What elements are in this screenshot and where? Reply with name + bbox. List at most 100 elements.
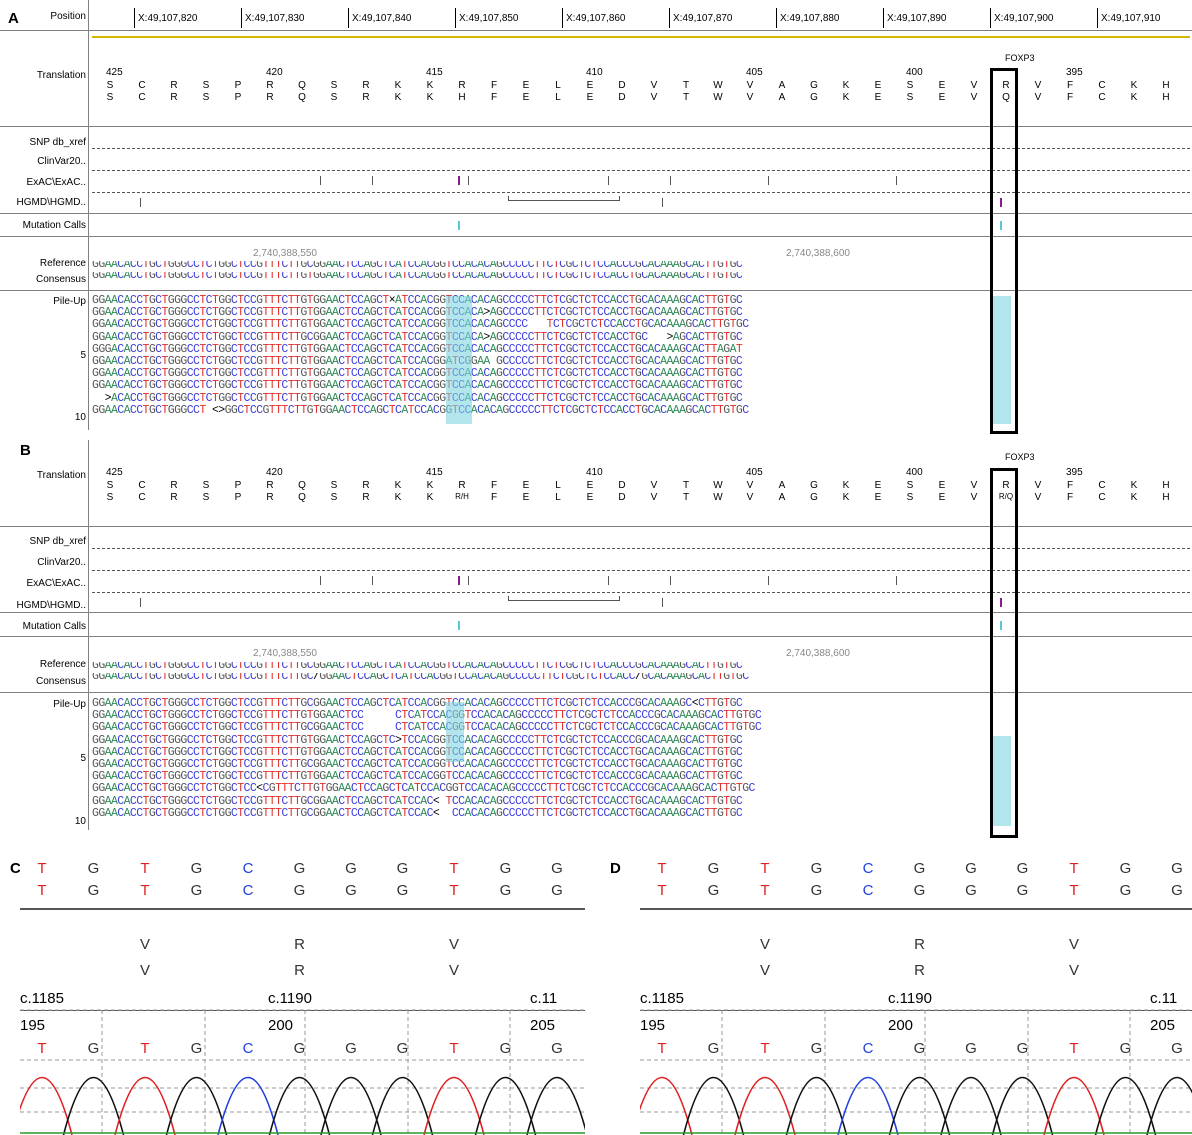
aa-number: 395	[1066, 467, 1083, 478]
mutation-call-mark	[458, 621, 460, 630]
position-label: X:49,107,850	[459, 13, 519, 24]
amino-acid: S	[330, 480, 338, 491]
aa-number: 415	[426, 67, 443, 78]
pileup-read: GGAACACCTGCTGGGCCTCTGGCTCCGTTTCTTGCGGAAC…	[92, 698, 743, 710]
mutation-call-mark	[1000, 621, 1002, 630]
amino-acid: S	[330, 92, 338, 103]
pileup-read: GGAACACCTGCTGGGCCTCTGGCTCCGTTTCTTGTGGAAC…	[92, 318, 749, 332]
amino-acid: S	[202, 92, 210, 103]
base-call-ref: G	[87, 882, 100, 899]
mutation-calls-lane-label: Mutation Calls	[22, 220, 86, 231]
hgmd-range	[508, 596, 620, 601]
pileup-read: GGAACACCTGCTGGGCCTCTGGCTCCGTTTCTTGTGGAAC…	[92, 295, 743, 307]
trace-plot	[20, 1009, 585, 1135]
trace-peak	[888, 1076, 951, 1135]
base-call-ref: G	[551, 860, 563, 877]
coord-label-1: 2,740,388,550	[253, 648, 317, 659]
base-call: G	[913, 1040, 926, 1057]
base-call-ref: G	[190, 882, 203, 899]
amino-acid: V	[1034, 92, 1042, 103]
scan-position: 195	[640, 1017, 666, 1034]
reference-lane-label: Reference	[39, 258, 86, 269]
amino-acid: K	[426, 92, 434, 103]
trace-peak	[1146, 1076, 1192, 1135]
amino-acid: F	[1066, 80, 1074, 91]
exac-variant-mark	[896, 176, 897, 185]
trace-peak	[217, 1076, 279, 1135]
track-divider	[640, 908, 1192, 910]
amino-acid: S	[106, 92, 114, 103]
amino-acid: K	[394, 80, 402, 91]
base-call: C	[242, 1040, 254, 1057]
exac-variant-mark	[468, 176, 469, 185]
aa-number: 425	[106, 67, 123, 78]
pileup-read: >ACACCTGCTGGGCCTCTGGCTCCGTTTCTTGTGGAACTC…	[104, 391, 743, 405]
trace-peak	[165, 1076, 228, 1135]
amino-acid: K	[394, 492, 402, 503]
base-call-ref: G	[1016, 882, 1029, 899]
amino-acid: R/H	[455, 492, 469, 501]
exac-variant-mark	[372, 576, 373, 585]
amino-acid: S	[330, 492, 338, 503]
exac-variant-mark	[372, 176, 373, 185]
exac-lane-label: ExAC\ExAC..	[26, 578, 86, 589]
pileup-read: GGAACACCTGCTGGGCCTCTGGCTCCGTTTCTTGCGGAAC…	[92, 330, 743, 344]
amino-acid: D	[618, 92, 626, 103]
track-divider	[20, 908, 585, 910]
pileup-highlight	[993, 296, 1011, 424]
amino-acid: C	[1098, 480, 1106, 491]
aa-number: 400	[906, 67, 923, 78]
base-call-ref: G	[499, 860, 512, 877]
exac-variant-mark	[670, 576, 671, 585]
scan-position: 200	[888, 1017, 914, 1034]
clinvar-lane-label: ClinVar20..	[37, 156, 86, 167]
pileup-lane-label: Pile-Up	[53, 699, 86, 710]
pileup-reads: GGAACACCTGCTGGGCCTCTGGCTCCGTTTCTTGTGGAAC…	[92, 295, 1190, 417]
amino-acid: L	[555, 492, 561, 503]
base-call: G	[965, 1040, 977, 1057]
base-call-ref: T	[760, 882, 770, 899]
amino-acid-call: V	[1068, 936, 1079, 953]
base-call-ref: G	[293, 882, 306, 899]
amino-acid: Q	[1002, 92, 1010, 103]
position-label: X:49,107,820	[138, 13, 198, 24]
trace-peak	[682, 1076, 745, 1135]
aa-number: 420	[266, 467, 283, 478]
amino-acid: V	[970, 92, 978, 103]
exac-variant-mark	[608, 576, 609, 585]
amino-acid: V	[650, 80, 658, 91]
amino-acid: W	[713, 480, 723, 491]
amino-acid: Q	[298, 92, 306, 103]
amino-acid: K	[394, 480, 402, 491]
aa-number: 395	[1066, 67, 1083, 78]
pileup-row-5: 5	[80, 753, 86, 764]
amino-acid: E	[586, 80, 594, 91]
amino-acid: S	[906, 92, 914, 103]
amino-acid: V	[746, 492, 754, 503]
amino-acid: S	[202, 80, 210, 91]
amino-acid: D	[618, 492, 626, 503]
amino-acid: T	[682, 480, 690, 491]
pileup-read: GGAACACCTGCTGGGCCTCTGGCTCCGTTTCTTGTGGAAC…	[92, 354, 743, 368]
pileup-read: GGAACACCTGCTGGGCCTCTGGCTCCGTTTCTTGTGGAAC…	[92, 306, 743, 320]
amino-acid: K	[1130, 480, 1138, 491]
amino-acid: F	[490, 92, 498, 103]
amino-acid: V	[650, 92, 658, 103]
amino-acid: K	[1130, 80, 1138, 91]
trace-peak	[640, 1076, 693, 1135]
base-call: T	[657, 1040, 667, 1057]
pileup-row-10: 10	[74, 816, 86, 827]
amino-acid: T	[682, 80, 690, 91]
amino-acid: H	[1162, 480, 1170, 491]
trace-peak	[423, 1076, 485, 1135]
trace-peak	[320, 1076, 382, 1135]
position-tick	[134, 8, 135, 28]
position-tick	[348, 8, 349, 28]
amino-acid: F	[490, 480, 498, 491]
base-call: G	[1119, 1040, 1132, 1057]
base-call: G	[810, 1040, 823, 1057]
amino-acid: R	[170, 480, 178, 491]
amino-acid: V	[970, 480, 978, 491]
scan-position: 195	[20, 1017, 46, 1034]
amino-acid: K	[842, 492, 850, 503]
